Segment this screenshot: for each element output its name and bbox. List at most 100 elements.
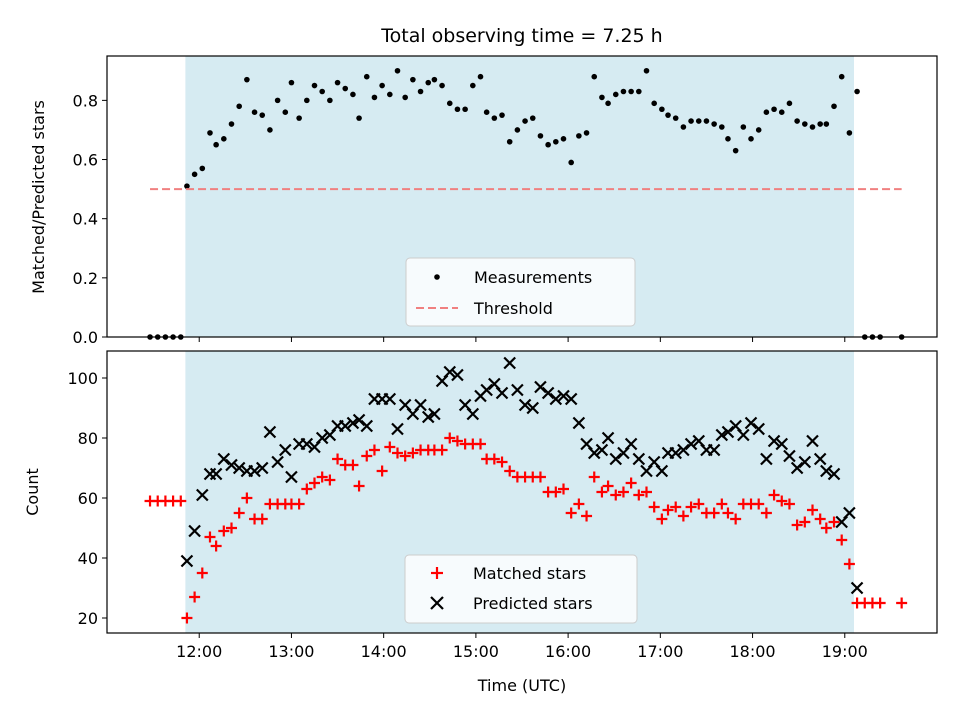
matched-stars-point	[617, 486, 629, 498]
legend-box-top	[405, 257, 636, 327]
predicted-stars-point	[248, 464, 261, 478]
measurements-point	[483, 109, 490, 115]
measurements-point	[711, 121, 717, 127]
measurements-point	[236, 103, 242, 110]
matched-stars-point	[218, 525, 230, 537]
matched-stars-point	[550, 486, 562, 498]
predicted-stars-point	[564, 392, 578, 406]
matched-stars-point	[588, 471, 600, 483]
legend-matched-label: Matched stars	[473, 564, 586, 583]
x-tick-label: 12:00	[176, 642, 222, 661]
matched-stars-point	[896, 597, 908, 609]
matched-stars-point	[436, 444, 448, 456]
legend-measurements-label: Measurements	[474, 268, 592, 287]
predicted-stars-point	[495, 386, 509, 400]
predicted-stars-point	[827, 467, 841, 481]
y-tick-label: 60	[78, 489, 98, 508]
measurements-point	[334, 79, 341, 86]
predicted-stars-point	[783, 449, 796, 463]
predicted-stars-point	[572, 416, 586, 430]
matched-stars-point	[534, 471, 546, 483]
measurements-point	[529, 115, 536, 121]
x-ticks-top	[198, 337, 846, 342]
matched-stars-point	[625, 477, 637, 489]
measurements-point	[363, 73, 370, 80]
measurements-point	[703, 118, 710, 124]
y-ticks-top: 0.0 0.2 0.4 0.6 0.8	[73, 91, 107, 347]
x-tick-label: 17:00	[637, 642, 683, 661]
matched-stars-point	[399, 450, 411, 462]
predicted-stars-point	[503, 356, 516, 370]
predicted-stars-point	[526, 401, 540, 415]
matched-stars-point	[843, 558, 855, 570]
predicted-stars-point	[775, 437, 789, 451]
matched-stars-point	[602, 480, 614, 492]
measurements-point	[184, 183, 190, 189]
predicted-stars-point	[180, 554, 194, 568]
matched-stars-point	[392, 447, 403, 459]
predicted-stars-point	[383, 392, 397, 406]
predicted-stars-point	[300, 437, 314, 451]
matched-stars-point	[309, 477, 320, 489]
measurements-point	[410, 76, 416, 83]
matched-stars-point	[641, 486, 652, 498]
matched-stars-point	[293, 498, 305, 510]
predicted-stars-point	[587, 446, 601, 460]
measurements-point	[417, 88, 424, 95]
y-ticks-bottom: 20 40 60 80 100	[67, 369, 107, 628]
measurements-point	[568, 159, 574, 166]
predicted-stars-point	[217, 452, 231, 466]
legend-top: Measurements Threshold	[405, 257, 636, 327]
x-axis-label: Time (UTC)	[477, 676, 566, 695]
matched-stars-point	[565, 507, 577, 519]
predicted-stars-point	[760, 452, 773, 466]
measurements-point	[462, 106, 468, 113]
predicted-stars-point	[813, 452, 827, 466]
measurements-point	[446, 100, 453, 107]
measurements-point	[431, 76, 438, 83]
matched-stars-point	[353, 480, 365, 492]
measurements-point	[402, 94, 408, 101]
measurements-point	[809, 124, 816, 130]
matched-stars-point	[760, 507, 772, 519]
axes-frame-top	[106, 55, 938, 338]
x-tick-label: 14:00	[361, 642, 407, 661]
predicted-stars-point	[820, 464, 833, 478]
legend-matched-marker	[431, 567, 443, 579]
predicted-stars-point	[609, 452, 623, 466]
measurements-point	[296, 115, 302, 121]
x-tick-label: 19:00	[822, 642, 868, 661]
measurements-point	[605, 100, 611, 107]
measurements-point	[356, 115, 362, 121]
predicted-stars-point	[744, 416, 758, 430]
predicted-stars-point	[737, 428, 750, 442]
matched-stars-point	[685, 501, 697, 513]
matched-stars-point	[368, 444, 380, 456]
y-tick-label: 80	[78, 429, 98, 448]
x-tick-label: 16:00	[545, 642, 591, 661]
measurements-point	[311, 82, 318, 89]
predicted-stars-point	[421, 410, 435, 424]
predicted-stars-point	[798, 455, 812, 469]
measurements-point	[846, 130, 853, 136]
predicted-stars-point	[443, 365, 457, 379]
x-tick-label: 13:00	[268, 642, 314, 661]
predicted-stars-point	[414, 398, 427, 412]
measurements-point	[628, 88, 634, 95]
predicted-stars-point	[232, 461, 246, 475]
measurements-point	[191, 171, 198, 178]
matched-stars-point	[573, 498, 585, 510]
predicted-stars-point	[715, 428, 729, 442]
matched-stars-point	[677, 510, 689, 522]
predicted-stars-point	[557, 389, 570, 403]
x-ticks-bottom: 12:00 13:00 14:00 15:00 16:00 17:00 18:00 19:00	[176, 633, 868, 661]
predicted-stars-point	[196, 488, 209, 502]
predicted-stars-point	[209, 467, 223, 481]
measurements-point	[680, 124, 687, 130]
legend-measurements-marker	[434, 274, 440, 280]
matched-stars-point	[189, 591, 201, 603]
measurements-point	[740, 124, 747, 130]
measurements-point	[612, 91, 619, 98]
predicted-stars-point	[188, 524, 201, 538]
matched-stars-point	[730, 513, 742, 525]
